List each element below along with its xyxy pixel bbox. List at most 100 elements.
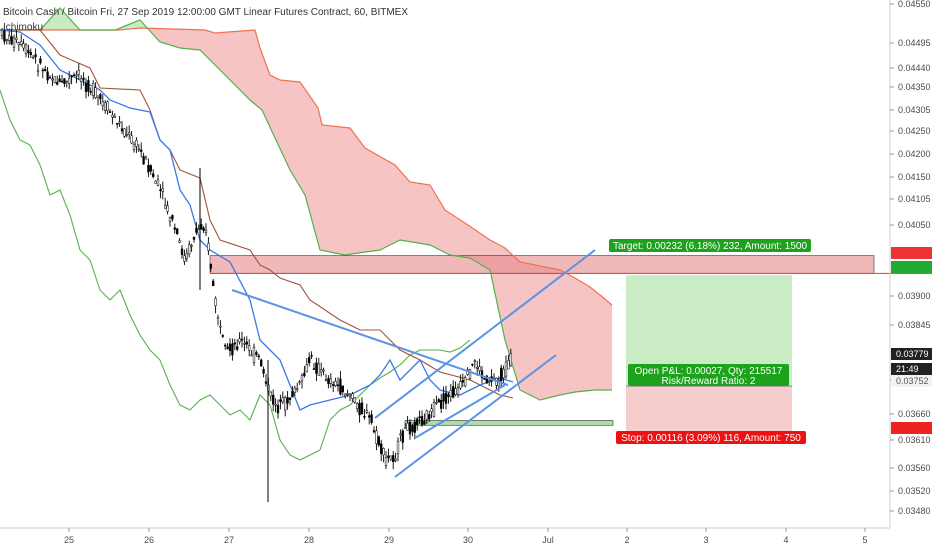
candle-body bbox=[454, 388, 457, 395]
candle-body bbox=[392, 455, 395, 462]
candle-body bbox=[159, 189, 162, 191]
candle-body bbox=[82, 77, 85, 80]
candle-body bbox=[365, 410, 368, 413]
cloud-segment bbox=[543, 266, 546, 400]
candle-body bbox=[428, 414, 431, 420]
cloud-segment bbox=[276, 78, 279, 147]
cloud-segment bbox=[177, 29, 180, 48]
cloud-segment bbox=[540, 266, 543, 400]
cloud-segment bbox=[174, 29, 177, 48]
base-line bbox=[0, 29, 514, 399]
candle-body bbox=[51, 78, 54, 81]
cloud-segment bbox=[294, 81, 297, 182]
price-marker-box bbox=[891, 363, 932, 375]
price-tick-label: 0.04350 bbox=[898, 82, 931, 92]
candle-body bbox=[135, 140, 138, 147]
cloud-segment bbox=[249, 30, 252, 102]
candle-body bbox=[185, 252, 188, 259]
candle-body bbox=[128, 132, 131, 135]
cloud-segment bbox=[300, 82, 303, 192]
candle-body bbox=[58, 78, 61, 83]
price-marker-label: 0.03779 bbox=[896, 349, 929, 359]
candle-body bbox=[41, 69, 44, 72]
candle-body bbox=[315, 362, 318, 374]
cloud-segment bbox=[324, 125, 327, 252]
cloud-segment bbox=[159, 28, 162, 43]
candle-body bbox=[226, 346, 229, 350]
cloud-segment bbox=[258, 40, 261, 110]
cloud-segment bbox=[216, 32, 219, 69]
cloud-segment bbox=[537, 265, 540, 400]
candle-body bbox=[346, 393, 349, 395]
cloud-segment bbox=[54, 11, 57, 31]
cloud-segment bbox=[474, 229, 477, 263]
cloud-segment bbox=[240, 30, 243, 93]
candle-body bbox=[252, 347, 256, 363]
price-marker-box bbox=[891, 348, 932, 360]
cloud-segment bbox=[525, 263, 528, 394]
cloud-segment bbox=[510, 252, 513, 367]
candle-body bbox=[65, 80, 68, 83]
candle-body bbox=[384, 457, 388, 466]
candle-body bbox=[39, 58, 42, 64]
price-tick-label: 0.04305 bbox=[898, 105, 931, 115]
candle-body bbox=[224, 344, 227, 347]
stop-label-text: Stop: 0.00116 (3.09%) 116, Amount: 750 bbox=[621, 433, 801, 444]
cloud-segment bbox=[204, 29, 207, 57]
cloud-segment bbox=[576, 278, 579, 392]
cloud-segment bbox=[438, 198, 441, 251]
candle-body bbox=[320, 369, 323, 373]
candle-body bbox=[46, 71, 49, 81]
cloud-segment bbox=[201, 29, 204, 54]
price-marker-box bbox=[891, 247, 932, 259]
cloud-segment bbox=[285, 80, 288, 166]
cloud-segment bbox=[231, 31, 234, 84]
candle-body bbox=[75, 74, 78, 77]
candle-body bbox=[161, 188, 164, 192]
open-pl-label-text: Risk/Reward Ratio: 2 bbox=[662, 376, 756, 387]
trendline bbox=[394, 354, 557, 478]
candle-body bbox=[72, 74, 76, 77]
price-tick-label: 0.03560 bbox=[898, 463, 931, 473]
candle-body bbox=[111, 114, 114, 118]
cloud-segment bbox=[588, 285, 591, 391]
candle-body bbox=[303, 372, 306, 376]
cloud-segment bbox=[558, 269, 561, 396]
price-tick-label: 0.03660 bbox=[898, 409, 931, 419]
candle-body bbox=[24, 44, 28, 54]
candle-body bbox=[440, 400, 443, 409]
candle-body bbox=[416, 418, 419, 425]
cloud-segment bbox=[534, 264, 537, 399]
cloud-segment bbox=[363, 145, 366, 253]
cloud-segment bbox=[549, 267, 552, 398]
candle-body bbox=[279, 399, 282, 402]
candle-body bbox=[89, 91, 92, 93]
candle-body bbox=[353, 397, 356, 403]
candle-body bbox=[485, 375, 488, 384]
candle-body bbox=[483, 378, 486, 380]
price-marker-label: 0.03984 bbox=[896, 262, 929, 272]
cloud-segment bbox=[336, 126, 339, 254]
candle-body bbox=[473, 360, 476, 363]
candle-body bbox=[459, 381, 462, 389]
time-tick-label: 5 bbox=[862, 535, 867, 545]
candle-body bbox=[334, 381, 337, 386]
price-tick-label: 0.04495 bbox=[898, 38, 931, 48]
cloud-segment bbox=[342, 127, 345, 255]
cloud-segment bbox=[291, 81, 294, 177]
cloud-segment bbox=[72, 21, 75, 30]
candle-body bbox=[264, 381, 268, 384]
candle-body bbox=[310, 355, 313, 357]
price-tick-label: 0.03520 bbox=[898, 486, 931, 496]
cloud-segment bbox=[417, 183, 420, 244]
candle-body bbox=[300, 374, 304, 382]
candle-body bbox=[147, 164, 150, 173]
candle-body bbox=[250, 354, 253, 357]
candle-body bbox=[154, 180, 157, 184]
candle-body bbox=[17, 42, 20, 46]
cloud-segment bbox=[243, 30, 246, 96]
price-tick-label: 0.03845 bbox=[898, 320, 931, 330]
candle-body bbox=[389, 455, 392, 460]
cloud-segment bbox=[456, 217, 459, 257]
